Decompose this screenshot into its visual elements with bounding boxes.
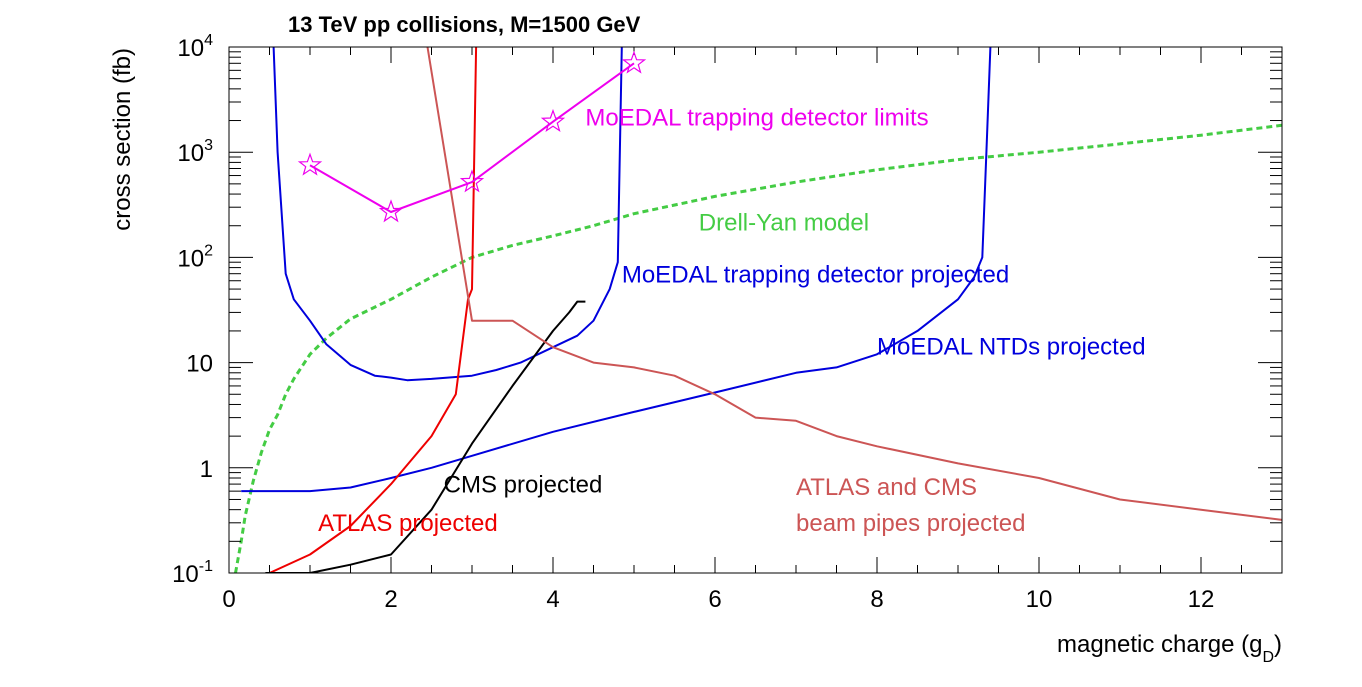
data-point-star xyxy=(378,199,404,223)
y-tick-label: 10 xyxy=(186,351,213,378)
x-tick-label: 10 xyxy=(1026,586,1053,613)
series-line-6 xyxy=(309,62,635,213)
x-axis-label-main: magnetic charge (g xyxy=(1057,631,1262,658)
series-line-0 xyxy=(234,123,1282,573)
y-tick-label: 104 xyxy=(177,32,213,62)
x-tick-label: 0 xyxy=(222,586,235,613)
data-point-star xyxy=(540,108,566,133)
y-tick-label: 103 xyxy=(177,137,213,167)
annotation-label: ATLAS and CMS xyxy=(796,474,977,501)
data-point-star xyxy=(459,169,485,193)
x-tick-label: 2 xyxy=(384,586,397,613)
series-line-3 xyxy=(269,47,478,573)
y-tick-label: 1 xyxy=(200,456,213,483)
annotation-label: MoEDAL trapping detector limits xyxy=(585,104,928,131)
annotation-label: MoEDAL NTDs projected xyxy=(877,333,1146,360)
tick-labels: 0 2 4 6 8 10 12 10-1 1 10 102 103 104 xyxy=(172,32,1214,613)
data-point-star xyxy=(621,50,647,74)
series-line-1 xyxy=(272,47,623,382)
y-axis-label: cross section (fb) xyxy=(109,48,136,231)
x-tick-label: 6 xyxy=(708,586,721,613)
x-tick-label: 12 xyxy=(1188,586,1215,613)
x-axis-label: magnetic charge (gD) xyxy=(1057,631,1282,666)
plot-area xyxy=(234,47,1282,573)
series-line-5 xyxy=(426,47,1282,521)
y-tick-label: 10-1 xyxy=(172,558,213,588)
chart-title: 13 TeV pp collisions, M=1500 GeV xyxy=(288,12,641,37)
annotation-label: CMS projected xyxy=(444,472,603,499)
annotations: MoEDAL trapping detector limits Drell-Yan… xyxy=(318,104,1145,537)
annotation-label: MoEDAL trapping detector projected xyxy=(622,261,1009,288)
x-tick-label: 4 xyxy=(546,586,559,613)
axis-ticks xyxy=(228,46,1283,574)
series-line-2 xyxy=(241,47,992,493)
x-axis-label-end: ) xyxy=(1274,631,1282,658)
data-point-star xyxy=(297,152,323,176)
x-tick-label: 8 xyxy=(870,586,883,613)
x-axis-label-sub: D xyxy=(1262,649,1274,666)
series-line-4 xyxy=(265,300,586,573)
annotation-label: Drell-Yan model xyxy=(699,210,869,237)
annotation-label: beam pipes projected xyxy=(796,510,1025,537)
y-tick-label: 102 xyxy=(177,242,213,272)
annotation-label: ATLAS projected xyxy=(318,510,498,537)
